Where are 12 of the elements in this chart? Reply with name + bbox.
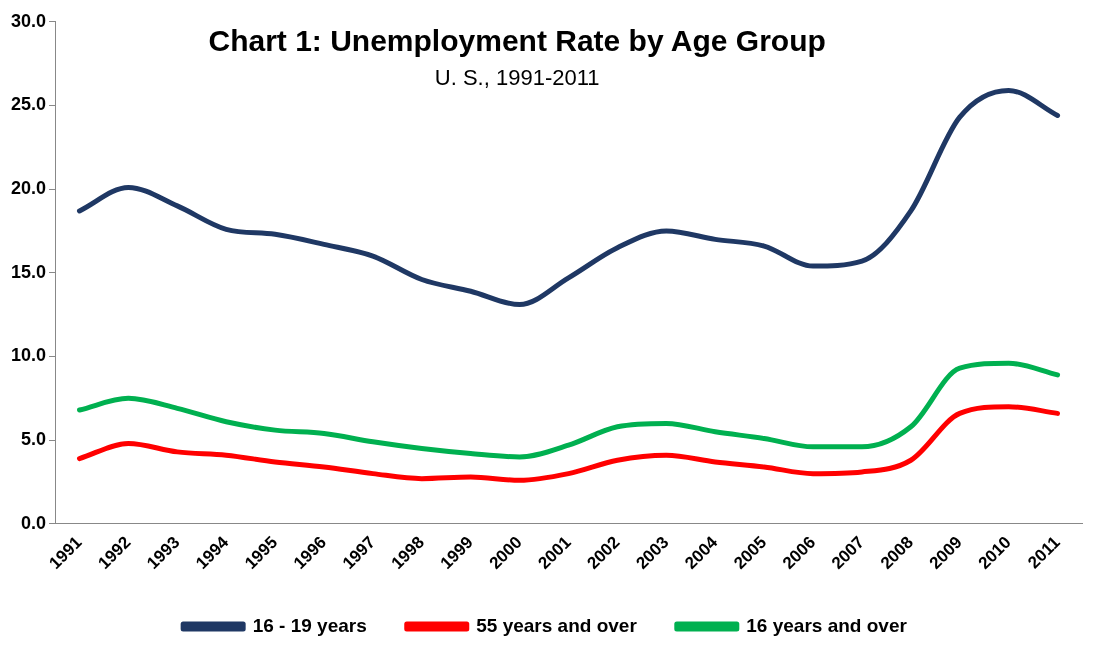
y-tick-label: 15.0 [10, 261, 47, 282]
chart-title: Chart 1: Unemployment Rate by Age Group [208, 24, 826, 58]
text: U. S., 1991-2011 [434, 64, 600, 90]
y-tick-label: 30.0 [10, 10, 47, 31]
y-tick-label: 0.0 [21, 512, 47, 533]
legend-label: 55 years and over [476, 614, 638, 636]
legend-label: 16 - 19 years [252, 614, 367, 636]
y-tick-label: 25.0 [10, 94, 47, 115]
y-tick-label: 10.0 [10, 345, 47, 366]
y-tick-label: 5.0 [21, 429, 47, 450]
y-tick-label: 20.0 [10, 178, 47, 199]
legend-label: 16 years and over [746, 614, 908, 636]
